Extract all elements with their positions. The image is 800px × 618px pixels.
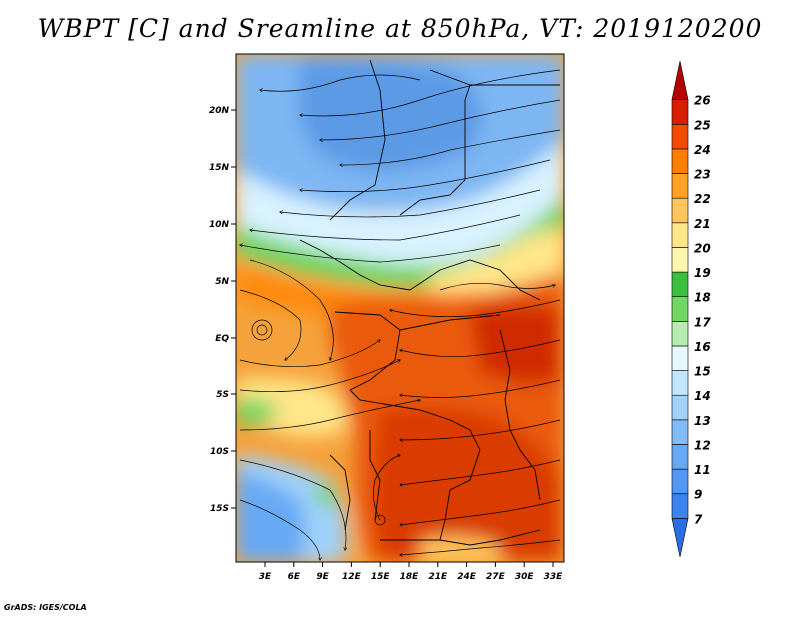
colorbar-segment	[671, 148, 689, 174]
colorbar-segment	[671, 394, 689, 421]
colorbar-label: 26	[694, 94, 711, 108]
colorbar-segment	[671, 123, 689, 150]
lat-tick-label: 10N	[209, 220, 230, 230]
colorbar-label: 25	[694, 118, 711, 132]
colorbar-label: 14	[694, 389, 711, 403]
lat-tick-label: 10S	[210, 447, 229, 457]
lat-tick-label: 15S	[210, 504, 229, 514]
colorbar-segment	[671, 419, 689, 445]
lon-tick-label: 30E	[515, 572, 535, 582]
colorbar-segment	[671, 271, 689, 297]
lat-tick-label: 20N	[209, 106, 230, 116]
streamlines	[240, 69, 561, 560]
lon-tick-label: 21E	[428, 572, 448, 582]
colorbar-label: 18	[694, 291, 711, 305]
lon-tick-label: 12E	[342, 572, 362, 582]
colorbar-label: 7	[694, 512, 703, 526]
colorbar-segment	[671, 296, 689, 322]
lon-tick-label: 24E	[457, 572, 477, 582]
colorbar-segment	[671, 468, 689, 495]
colorbar: 7 9 11 12 13 14 15 16 17 18 19 20 21 22 23 24 25 26	[671, 60, 711, 558]
colorbar-arrow-bottom	[671, 518, 689, 558]
colorbar-label: 9	[694, 488, 702, 502]
colorbar-segment	[671, 444, 689, 470]
colorbar-segment	[671, 321, 689, 347]
lat-tick-label: 5N	[215, 277, 229, 287]
colorbar-label: 13	[694, 414, 711, 428]
lon-tick-label: 6E	[288, 572, 301, 582]
lat-tick-label: 5S	[216, 390, 229, 400]
colorbar-label: 16	[694, 340, 711, 354]
colorbar-label: 15	[694, 365, 711, 379]
map-frame	[235, 53, 565, 563]
colorbar-segment	[671, 197, 689, 224]
lon-tick-label: 18E	[400, 572, 420, 582]
lon-tick-label: 27E	[486, 572, 506, 582]
colorbar-arrow-top	[671, 60, 689, 100]
country-borders	[299, 59, 560, 546]
colorbar-segment	[671, 173, 689, 199]
colorbar-label: 20	[694, 241, 711, 255]
lat-tick-label: EQ	[215, 334, 229, 344]
lon-tick-label: 15E	[371, 572, 391, 582]
colorbar-label: 23	[694, 168, 711, 182]
colorbar-label: 22	[694, 192, 711, 206]
colorbar-label: 17	[694, 315, 711, 329]
colorbar-label: 11	[694, 463, 711, 477]
colorbar-segment	[671, 99, 689, 125]
longitude-axis: 3E 6E 9E 12E 15E 18E 21E 24E 27E 30E 33E	[259, 562, 563, 582]
colorbar-label: 21	[694, 217, 711, 231]
colorbar-segment	[671, 493, 689, 519]
colorbar-segment	[671, 247, 689, 273]
lon-tick-label: 3E	[259, 572, 272, 582]
latitude-axis: 20N 15N 10N 5N EQ 5S 10S 15S	[209, 106, 236, 514]
colorbar-segment	[671, 370, 689, 396]
colorbar-segment	[671, 345, 689, 371]
colorbar-label: 12	[694, 438, 711, 452]
lon-tick-label: 33E	[544, 572, 564, 582]
grads-credit: GrADS: IGES/COLA	[4, 603, 87, 612]
map-title: WBPT [C] and Sreamline at 850hPa, VT: 20…	[37, 14, 763, 43]
lon-tick-label: 9E	[316, 572, 329, 582]
colorbar-label: 24	[694, 143, 711, 157]
colorbar-segment	[671, 222, 689, 248]
colorbar-label: 19	[694, 266, 711, 280]
lat-tick-label: 15N	[209, 163, 230, 173]
